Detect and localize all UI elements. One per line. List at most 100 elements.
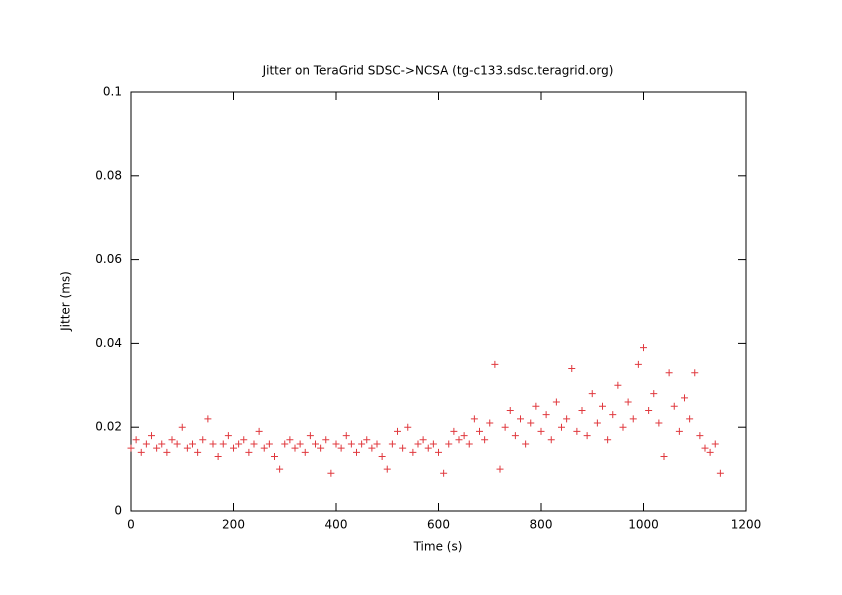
x-axis-label: Time (s) (413, 540, 463, 554)
point (711, 440, 719, 448)
x-tick-label: 1200 (731, 518, 762, 532)
point (491, 360, 499, 368)
x-tick-label: 200 (222, 518, 245, 532)
point (301, 448, 309, 456)
point (506, 406, 514, 414)
point (619, 423, 627, 431)
point (696, 432, 704, 440)
x-tick-label: 800 (530, 518, 553, 532)
point (588, 390, 596, 398)
point (691, 369, 699, 377)
point (532, 402, 540, 410)
point (137, 448, 145, 456)
point (142, 440, 150, 448)
point (563, 415, 571, 423)
point (189, 440, 196, 448)
point (501, 423, 509, 431)
point (470, 415, 478, 423)
point (373, 440, 381, 448)
point (445, 440, 453, 448)
point (178, 423, 186, 431)
x-tick-label: 400 (325, 518, 348, 532)
y-tick-label: 0.08 (95, 168, 122, 182)
point (209, 440, 217, 448)
point (552, 398, 560, 406)
point (604, 436, 612, 444)
point (219, 440, 227, 448)
point (568, 365, 576, 373)
point (675, 427, 683, 435)
point (609, 411, 617, 419)
point (701, 444, 709, 452)
point (317, 444, 325, 452)
point (240, 436, 248, 444)
point (450, 427, 458, 435)
point (271, 453, 278, 461)
point (332, 440, 340, 448)
point (127, 444, 135, 452)
point (383, 465, 391, 473)
point (655, 419, 663, 427)
point (640, 344, 647, 352)
point (342, 432, 350, 440)
point (476, 427, 483, 435)
point (394, 427, 401, 435)
point (347, 440, 355, 448)
point (547, 436, 555, 444)
point (455, 436, 463, 444)
point (148, 432, 155, 440)
point (522, 440, 530, 448)
point (706, 448, 714, 456)
point (194, 448, 202, 456)
point (378, 453, 386, 461)
point (399, 444, 407, 452)
point (183, 444, 191, 452)
point (583, 432, 591, 440)
x-tick-label: 0 (127, 518, 135, 532)
point (645, 406, 653, 414)
point (435, 448, 442, 456)
point (363, 436, 371, 444)
point (558, 423, 565, 431)
point (634, 360, 642, 368)
point (481, 436, 489, 444)
point (173, 440, 181, 448)
point (224, 432, 232, 440)
point (388, 440, 396, 448)
point (230, 444, 237, 452)
x-tick-label: 1000 (628, 518, 659, 532)
point (686, 415, 694, 423)
point (204, 415, 212, 423)
point (235, 440, 243, 448)
point (296, 440, 304, 448)
point (199, 436, 207, 444)
point (517, 415, 524, 423)
point (542, 411, 550, 419)
point (312, 440, 319, 448)
point (322, 436, 330, 444)
x-tick-label: 600 (427, 518, 450, 532)
point (681, 394, 688, 402)
point (163, 448, 171, 456)
point (250, 440, 258, 448)
point (670, 402, 678, 410)
point (440, 469, 448, 477)
chart-title: Jitter on TeraGrid SDSC->NCSA (tg-c133.s… (262, 64, 614, 78)
point (624, 398, 632, 406)
point (660, 453, 668, 461)
point (424, 444, 432, 452)
point (419, 436, 427, 444)
point (255, 427, 263, 435)
point (409, 448, 417, 456)
point (460, 432, 468, 440)
y-tick-label: 0.02 (95, 420, 122, 434)
point (158, 440, 166, 448)
point (260, 444, 268, 452)
point (496, 465, 504, 473)
point (486, 419, 494, 427)
point (429, 440, 437, 448)
point (327, 469, 335, 477)
point (276, 465, 284, 473)
point (578, 406, 586, 414)
point (650, 390, 658, 398)
